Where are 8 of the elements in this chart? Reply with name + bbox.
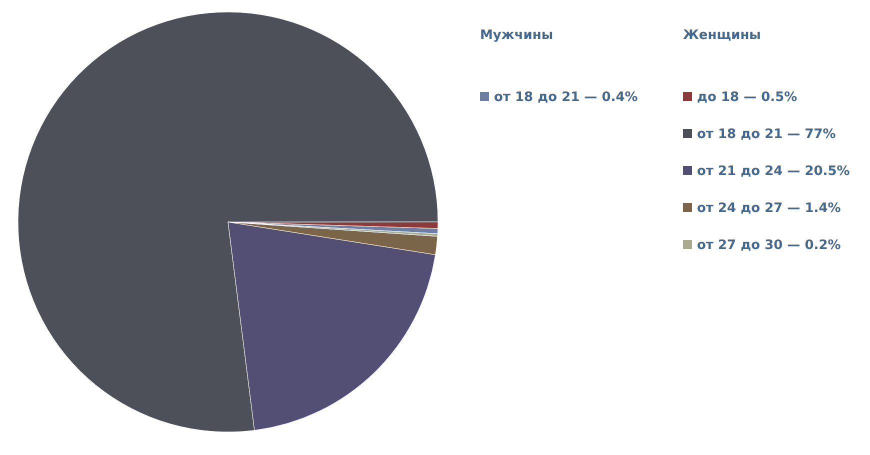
legend-label: до 18 — 0.5% [697,90,798,105]
text: Мужчины [480,27,554,45]
legend-label: от 18 до 21 — 0.4% [494,90,638,105]
legend-label: от 18 до 21 — 77% [697,127,836,142]
legend-label: от 27 до 30 — 0.2% [697,238,841,253]
text: Женщины [683,27,762,45]
legend-label: от 24 до 27 — 1.4% [697,201,841,216]
legend-label: от 21 до 24 — 20.5% [697,164,850,179]
